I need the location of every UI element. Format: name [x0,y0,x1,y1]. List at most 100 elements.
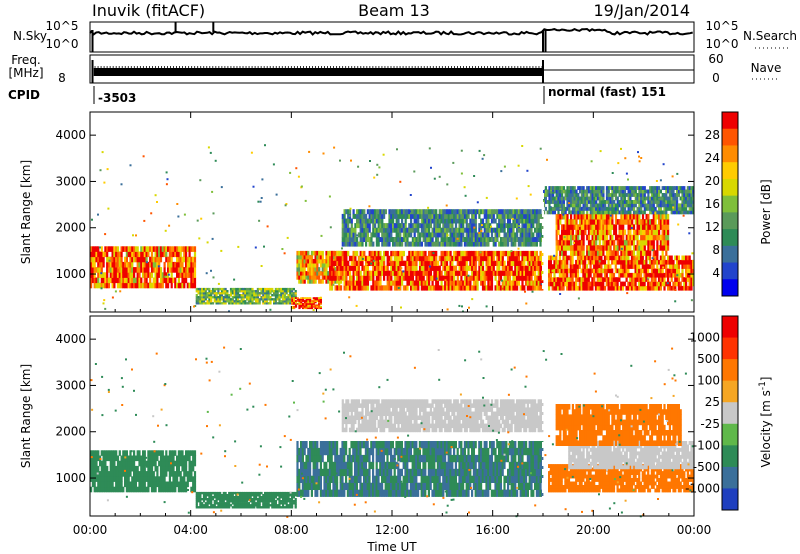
heatmap-cell [122,282,125,289]
heatmap-cell [595,229,598,236]
heatmap-cell [177,282,180,289]
heatmap-speck [460,149,463,152]
heatmap-cell [408,250,411,257]
heatmap-cell [392,237,395,242]
heatmap-cell [116,486,120,493]
heatmap-cell [636,210,639,215]
heatmap-cell [264,296,267,299]
heatmap-cell [115,277,118,284]
heatmap-cell [307,275,310,280]
heatmap-cell [582,193,585,197]
heatmap-speck [485,196,488,199]
heatmap-cell [519,209,522,215]
heatmap-cell [589,259,592,265]
heatmap-cell [621,272,625,278]
heatmap-cell [605,234,609,241]
heatmap-cell [591,285,594,291]
heatmap-speck [264,144,266,147]
heatmap-cell [90,272,93,278]
heatmap-cell [354,227,357,233]
heatmap-cell [201,294,204,297]
heatmap-cell [559,200,562,204]
heatmap-speck [183,213,186,216]
heatmap-cell [402,213,405,219]
heatmap-cell [404,285,407,291]
heatmap-cell [424,232,427,238]
heatmap-cell [181,272,184,278]
heatmap-cell [598,229,601,236]
heatmap-speck [339,159,341,162]
heatmap-cell [562,210,565,215]
heatmap-cell [654,259,657,265]
heatmap-speck [146,261,148,264]
heatmap-cell [406,285,409,291]
heatmap-cell [683,255,686,261]
heatmap-cell [674,193,677,197]
y-tick-label: 3000 [55,174,86,188]
heatmap-cell [557,200,560,204]
heatmap-cell [307,303,310,305]
heatmap-cell [571,264,574,269]
heatmap-cell [620,255,623,261]
heatmap-cell [100,246,103,252]
heatmap-cell [658,268,661,274]
heatmap-cell [659,200,662,204]
heatmap-cell [510,255,513,262]
heatmap-cell [483,237,486,242]
heatmap-cell [294,294,297,297]
heatmap-cell [661,234,664,241]
heatmap-cell [397,260,400,266]
heatmap-speck [104,307,107,310]
heatmap-cell [356,250,359,257]
heatmap-cell [665,259,668,265]
heatmap-cell [211,296,215,299]
heatmap-cell [377,260,380,266]
heatmap-cell [483,255,486,262]
heatmap-cell [386,255,389,262]
heatmap-cell [548,255,551,261]
heatmap-cell [663,213,666,220]
heatmap-cell [557,224,560,230]
heatmap-cell [503,275,506,281]
heatmap-cell [469,232,472,238]
heatmap-cell [535,218,538,224]
heatmap-cell [231,302,234,305]
heatmap-cell [658,259,661,265]
heatmap-cell [258,287,261,291]
heatmap-cell [525,255,528,262]
heatmap-cell [341,241,344,247]
heatmap-cell [620,250,623,256]
heatmap-cell [97,481,100,488]
heatmap-cell [219,296,222,299]
heatmap-cell [408,255,411,262]
heatmap-cell [269,292,272,295]
heatmap-cell [370,250,373,257]
heatmap-cell [145,246,148,252]
heatmap-cell [555,200,558,204]
heatmap-cell [197,287,200,291]
heatmap-cell [661,200,664,204]
heatmap-cell [598,245,601,251]
heatmap-cell [199,287,202,291]
heatmap-cell [494,285,497,291]
heatmap-cell [312,267,315,272]
heatmap-cell [605,277,608,282]
heatmap-cell [587,206,591,211]
heatmap-cell [244,300,247,303]
heatmap-speck [402,270,405,273]
heatmap-cell [167,246,170,252]
heatmap-cell [314,279,317,284]
heatmap-cell [659,203,662,208]
heatmap-cell [559,250,562,256]
heatmap-cell [494,227,497,233]
heatmap-cell [567,281,571,287]
heatmap-cell [647,189,650,194]
heatmap-cell [316,304,319,307]
heatmap-cell [107,450,111,456]
heatmap-cell [397,218,400,224]
heatmap-cell [287,290,290,293]
heatmap-cell [314,298,317,301]
heatmap-cell [460,218,463,224]
heatmap-speck [638,160,641,163]
heatmap-cell [372,213,375,219]
